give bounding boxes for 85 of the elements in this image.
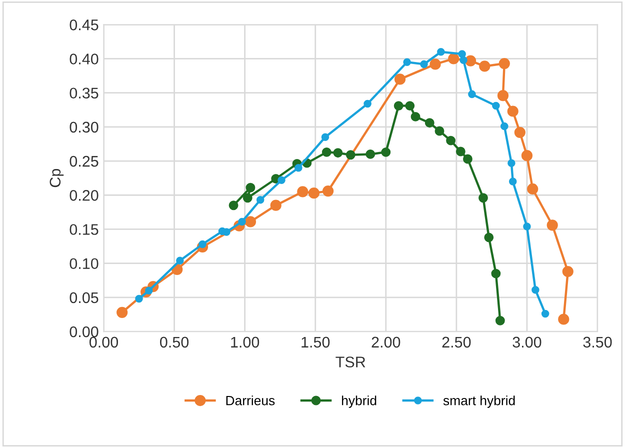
- y-tick-label: 0.30: [70, 122, 98, 133]
- point: [508, 178, 517, 186]
- point: [523, 222, 531, 230]
- y-tick-label: 0.25: [70, 156, 98, 167]
- point: [228, 200, 238, 210]
- x-tick-label: 0.50: [160, 336, 189, 348]
- point: [322, 185, 334, 197]
- point: [434, 126, 444, 136]
- y-tick-label: 0.20: [70, 190, 98, 201]
- point: [381, 147, 391, 157]
- point: [558, 314, 570, 325]
- point: [491, 268, 501, 278]
- point: [246, 182, 256, 192]
- point: [222, 228, 230, 236]
- y-tick-label: 0.15: [70, 224, 98, 235]
- point: [364, 100, 372, 108]
- point: [135, 294, 143, 303]
- point: [294, 164, 302, 172]
- point: [460, 56, 468, 64]
- point: [424, 118, 434, 128]
- point: [479, 60, 490, 72]
- point: [176, 256, 184, 264]
- point: [508, 159, 516, 167]
- point: [446, 136, 456, 146]
- point: [448, 53, 460, 64]
- point: [346, 150, 356, 160]
- point: [242, 193, 252, 203]
- point: [297, 186, 308, 198]
- point: [394, 101, 404, 111]
- point: [430, 58, 441, 70]
- x-tick-label: 3.50: [583, 336, 612, 348]
- point: [116, 306, 128, 318]
- point: [456, 146, 466, 156]
- point: [484, 232, 494, 242]
- point: [532, 286, 540, 294]
- point: [497, 90, 509, 102]
- point: [514, 126, 526, 138]
- point: [498, 58, 510, 70]
- point: [562, 266, 574, 278]
- point: [308, 188, 320, 199]
- x-tick-label: 1.00: [231, 336, 260, 348]
- x-tick-label: 1.50: [302, 336, 330, 348]
- point: [462, 154, 472, 164]
- legend-label: hybrid: [342, 396, 376, 408]
- point: [546, 220, 558, 231]
- point: [394, 74, 406, 85]
- point: [468, 90, 476, 98]
- point: [521, 150, 533, 162]
- x-axis-title: TSR: [336, 356, 366, 368]
- point: [541, 310, 550, 318]
- point: [410, 112, 420, 122]
- y-tick-label: 0.45: [70, 20, 98, 30]
- point: [420, 60, 428, 68]
- point: [270, 200, 282, 211]
- point: [492, 102, 500, 110]
- x-tick-label: 2.00: [372, 336, 400, 348]
- point: [322, 147, 332, 157]
- point: [405, 101, 415, 111]
- point: [495, 316, 505, 326]
- y-tick-label: 0.10: [70, 258, 98, 270]
- x-tick-label: 2.50: [442, 336, 471, 348]
- point: [507, 106, 518, 117]
- x-tick-label: 0.00: [89, 336, 118, 348]
- y-tick-label: 0.40: [70, 54, 98, 64]
- point: [437, 48, 445, 56]
- point: [527, 183, 538, 195]
- point: [238, 218, 246, 226]
- point: [256, 196, 264, 204]
- point: [366, 149, 376, 159]
- point: [500, 122, 508, 130]
- point: [464, 55, 476, 66]
- legend-label: smart hybrid: [443, 396, 515, 408]
- point: [321, 133, 330, 142]
- y-tick-label: 0.35: [70, 88, 98, 99]
- point: [278, 176, 286, 184]
- y-tick-label: 0.00: [70, 326, 98, 338]
- y-axis-title: Cp: [50, 168, 64, 188]
- point: [333, 148, 343, 158]
- legend-label: Darrieus: [226, 396, 275, 406]
- x-tick-label: 3.00: [512, 336, 542, 348]
- point: [478, 193, 488, 203]
- y-tick-label: 0.05: [70, 292, 98, 304]
- point: [458, 50, 466, 58]
- point: [403, 58, 411, 66]
- point: [244, 216, 256, 228]
